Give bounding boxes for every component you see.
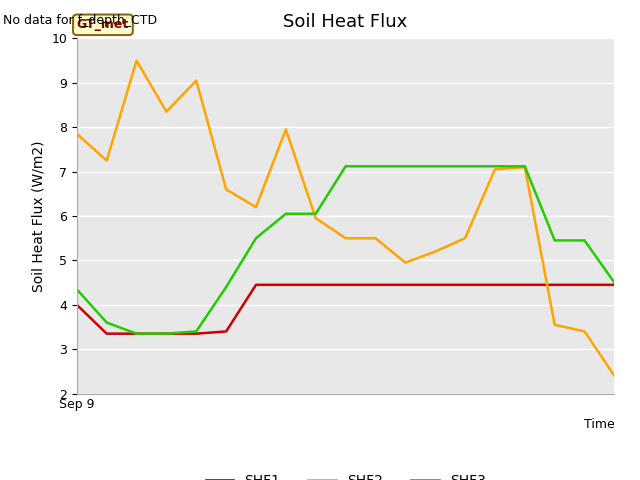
SHF1 (132, 331, 140, 336)
SHF3 (193, 328, 200, 334)
Legend: SHF1, SHF2, SHF3: SHF1, SHF2, SHF3 (200, 468, 491, 480)
SHF2 (611, 373, 618, 379)
SHF1 (163, 331, 170, 336)
SHF3 (401, 163, 409, 169)
SHF3 (132, 331, 140, 336)
SHF1 (372, 282, 380, 288)
SHF3 (491, 163, 499, 169)
SHF3 (163, 331, 170, 336)
SHF1 (551, 282, 559, 288)
SHF1 (491, 282, 499, 288)
SHF1 (103, 331, 111, 336)
SHF1 (611, 282, 618, 288)
SHF1 (431, 282, 439, 288)
Title: Soil Heat Flux: Soil Heat Flux (284, 13, 408, 31)
SHF3 (431, 163, 439, 169)
SHF2 (252, 204, 260, 210)
SHF2 (521, 164, 529, 170)
Text: Time: Time (584, 418, 614, 431)
SHF3 (222, 284, 230, 290)
SHF3 (282, 211, 290, 216)
SHF2 (491, 167, 499, 172)
SHF1 (312, 282, 319, 288)
SHF3 (342, 163, 349, 169)
SHF3 (312, 211, 319, 216)
SHF2 (401, 260, 409, 265)
SHF1 (461, 282, 469, 288)
SHF3 (551, 238, 559, 243)
Text: No data for f_depth_CTD: No data for f_depth_CTD (3, 14, 157, 27)
SHF1 (282, 282, 290, 288)
SHF2 (103, 157, 111, 163)
SHF2 (163, 109, 170, 115)
Line: SHF3: SHF3 (77, 166, 614, 334)
Y-axis label: Soil Heat Flux (W/m2): Soil Heat Flux (W/m2) (31, 140, 45, 292)
SHF2 (282, 127, 290, 132)
SHF3 (521, 163, 529, 169)
SHF2 (551, 322, 559, 328)
SHF1 (342, 282, 349, 288)
SHF2 (342, 235, 349, 241)
SHF3 (73, 287, 81, 292)
SHF2 (461, 235, 469, 241)
SHF3 (103, 320, 111, 325)
SHF1 (401, 282, 409, 288)
SHF1 (521, 282, 529, 288)
SHF3 (461, 163, 469, 169)
SHF1 (222, 328, 230, 334)
Line: SHF1: SHF1 (77, 285, 614, 334)
SHF2 (193, 78, 200, 84)
SHF3 (611, 280, 618, 286)
SHF1 (252, 282, 260, 288)
SHF2 (132, 58, 140, 63)
SHF2 (73, 131, 81, 137)
SHF3 (372, 163, 380, 169)
SHF1 (580, 282, 588, 288)
Text: GT_met: GT_met (77, 18, 129, 31)
SHF1 (193, 331, 200, 336)
SHF1 (73, 302, 81, 308)
SHF2 (580, 328, 588, 334)
SHF2 (431, 249, 439, 254)
SHF2 (372, 235, 380, 241)
Line: SHF2: SHF2 (77, 60, 614, 376)
SHF3 (580, 238, 588, 243)
SHF2 (222, 187, 230, 192)
SHF3 (252, 235, 260, 241)
SHF2 (312, 216, 319, 221)
